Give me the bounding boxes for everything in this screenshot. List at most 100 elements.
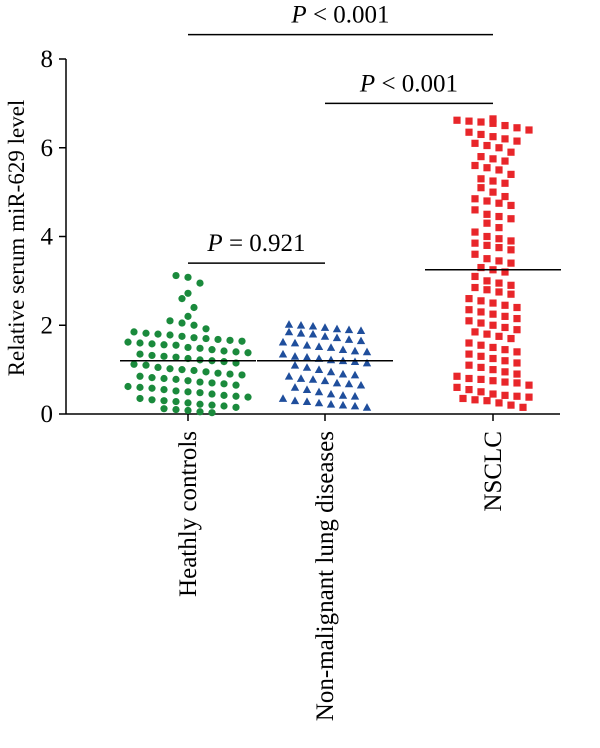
point-circle-0 [202,334,210,343]
point-square-2 [477,319,485,327]
category-label-0: Heathly controls [175,431,202,597]
point-square-2 [483,164,491,172]
point-square-2 [513,348,521,356]
p-value-label-2: P < 0.001 [290,2,389,29]
point-circle-0 [130,328,138,336]
point-triangle-1 [296,374,306,382]
point-circle-0 [226,336,234,344]
point-square-2 [465,374,473,383]
point-circle-0 [160,374,168,383]
point-circle-0 [178,319,186,327]
point-circle-0 [148,351,156,360]
point-square-2 [501,301,509,309]
point-square-2 [489,119,497,127]
point-circle-0 [184,289,192,297]
point-square-2 [507,246,515,254]
p-value-label-0: P = 0.921 [206,230,305,257]
point-circle-0 [196,279,204,287]
point-triangle-1 [332,324,342,333]
point-square-2 [477,184,485,192]
point-triangle-1 [320,332,330,340]
point-triangle-1 [326,367,336,376]
point-circle-0 [202,368,210,376]
point-square-2 [471,328,479,336]
point-square-2 [471,206,479,214]
point-square-2 [507,201,515,210]
point-square-2 [477,363,485,372]
point-circle-0 [184,273,192,281]
point-circle-0 [130,360,138,368]
point-square-2 [489,177,497,185]
point-square-2 [483,255,491,263]
point-square-2 [501,391,509,399]
point-square-2 [495,332,503,340]
point-circle-0 [172,271,180,280]
point-circle-0 [238,337,246,345]
point-square-2 [495,212,503,221]
point-circle-0 [190,334,198,342]
point-circle-0 [232,348,240,356]
point-circle-0 [172,387,180,395]
point-circle-0 [166,365,174,373]
point-circle-0 [196,356,204,364]
point-circle-0 [184,406,192,415]
point-square-2 [501,121,509,130]
point-triangle-1 [302,341,312,349]
point-square-2 [483,197,491,205]
point-square-2 [489,299,497,307]
point-circle-0 [178,332,186,340]
point-square-2 [483,232,491,241]
point-square-2 [525,126,533,134]
point-square-2 [471,195,479,203]
point-square-2 [513,326,521,334]
point-triangle-1 [332,333,342,342]
point-square-2 [513,370,521,378]
category-label-2: NSCLC [480,431,507,512]
point-square-2 [477,263,485,272]
point-circle-0 [190,366,198,375]
point-square-2 [471,139,479,147]
point-square-2 [507,401,515,409]
point-square-2 [465,117,473,125]
point-square-2 [495,224,503,232]
point-square-2 [501,323,509,332]
point-circle-0 [160,397,168,405]
category-label-1: Non-malignant lung diseases [312,431,339,721]
point-circle-0 [166,331,174,339]
point-triangle-1 [350,401,360,410]
point-triangle-1 [314,387,324,396]
point-square-2 [483,277,491,285]
point-square-2 [471,283,479,292]
point-triangle-1 [338,369,348,378]
point-circle-0 [208,379,216,387]
point-circle-0 [142,361,150,369]
point-square-2 [507,215,515,223]
point-circle-0 [172,341,180,349]
point-square-2 [507,148,515,156]
point-triangle-1 [284,320,294,328]
point-circle-0 [190,321,198,329]
significance-annotations: P = 0.921 P < 0.001 P < 0.001 [188,2,493,264]
point-triangle-1 [362,403,372,411]
point-square-2 [489,188,497,196]
point-square-2 [513,303,521,312]
point-circle-0 [184,399,192,407]
point-square-2 [465,128,473,136]
point-square-2 [489,377,497,385]
point-circle-0 [172,405,180,414]
point-square-2 [483,286,491,294]
point-square-2 [501,135,509,143]
point-square-2 [507,237,515,245]
point-square-2 [513,379,521,387]
point-triangle-1 [296,321,306,329]
point-square-2 [501,357,509,365]
point-square-2 [489,390,497,398]
point-square-2 [471,161,479,170]
point-triangle-1 [350,392,360,400]
point-square-2 [465,361,473,369]
y-tick-label-4: 8 [41,46,54,73]
point-square-2 [507,170,515,178]
point-square-2 [477,308,485,316]
point-square-2 [477,130,485,139]
point-circle-0 [190,303,198,312]
